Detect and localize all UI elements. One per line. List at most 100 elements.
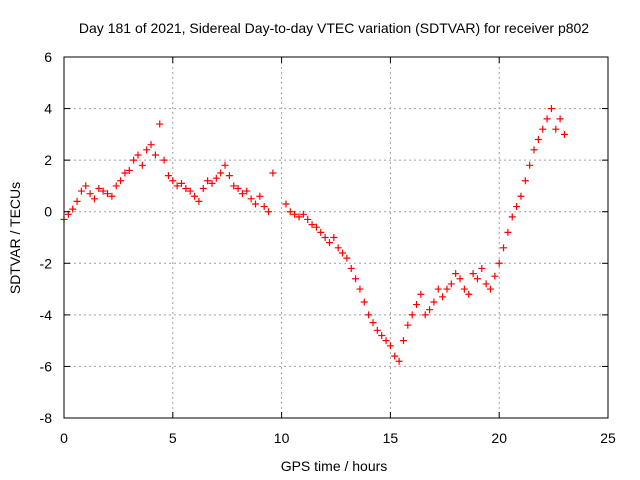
data-points	[60, 105, 568, 365]
data-point	[360, 298, 368, 306]
data-point	[247, 195, 255, 203]
data-point	[517, 192, 525, 200]
y-tick-label: -4	[40, 307, 53, 323]
data-point	[125, 166, 133, 174]
data-point	[439, 293, 447, 301]
data-point	[169, 177, 177, 185]
data-point	[456, 275, 464, 283]
x-tick-label: 0	[60, 430, 68, 446]
data-point	[195, 197, 203, 205]
data-point	[321, 234, 329, 241]
y-tick-label: 4	[44, 101, 52, 117]
data-point	[251, 200, 259, 208]
data-point	[534, 136, 542, 144]
data-point	[282, 200, 290, 208]
data-point	[373, 326, 381, 334]
y-tick-labels: -8 -6 -4 -2 0 2 4 6	[40, 49, 53, 426]
data-point	[221, 161, 229, 169]
data-point	[460, 285, 468, 293]
data-point	[378, 331, 386, 339]
data-point	[151, 151, 159, 159]
data-point	[69, 205, 77, 213]
data-point	[304, 215, 312, 223]
y-tick-label: -6	[40, 358, 53, 374]
data-point	[256, 192, 264, 200]
data-point	[508, 213, 516, 221]
data-point	[399, 337, 407, 345]
data-point	[369, 319, 377, 327]
data-point	[513, 203, 521, 211]
data-point	[552, 125, 560, 133]
data-point	[160, 156, 168, 164]
data-point	[417, 290, 425, 298]
x-tick-labels: 0 5 10 15 20 25	[60, 430, 616, 446]
data-point	[291, 210, 299, 218]
data-point	[143, 146, 151, 154]
data-point	[82, 182, 90, 190]
data-point	[243, 187, 251, 195]
data-point	[199, 185, 207, 193]
data-point	[560, 130, 568, 138]
data-point	[186, 187, 194, 195]
y-tick-label: -2	[40, 255, 53, 271]
data-point	[347, 264, 355, 272]
data-point	[173, 182, 181, 190]
data-point	[121, 169, 129, 177]
data-point	[543, 115, 551, 123]
data-point	[365, 311, 373, 319]
data-point	[325, 239, 333, 247]
y-tick-label: 2	[44, 152, 52, 168]
data-point	[217, 169, 225, 177]
data-point	[391, 352, 399, 360]
data-point	[339, 249, 347, 257]
data-point	[343, 254, 351, 262]
x-tick-label: 10	[274, 430, 290, 446]
data-point	[99, 187, 107, 195]
data-point	[413, 301, 421, 309]
data-point	[547, 105, 555, 113]
data-point	[178, 179, 186, 187]
data-point	[530, 146, 538, 154]
data-point	[539, 125, 547, 133]
data-point	[191, 192, 199, 200]
data-point	[500, 244, 508, 252]
data-point	[408, 311, 416, 319]
data-point	[491, 272, 499, 280]
data-point	[404, 321, 412, 329]
data-point	[443, 285, 451, 293]
data-point	[230, 182, 238, 190]
data-point	[312, 223, 320, 231]
data-point	[238, 190, 246, 198]
data-point	[260, 203, 268, 211]
data-point	[465, 290, 473, 298]
data-point	[117, 177, 125, 185]
data-point	[486, 285, 494, 293]
axis-ticks	[63, 56, 609, 419]
y-tick-label: -8	[40, 410, 53, 426]
data-point	[130, 156, 138, 164]
x-tick-label: 20	[491, 430, 507, 446]
data-point	[134, 151, 142, 159]
data-point	[473, 275, 481, 283]
data-point	[308, 221, 316, 229]
data-point	[86, 190, 94, 198]
data-point	[334, 244, 342, 252]
data-point	[556, 115, 564, 123]
data-point	[504, 228, 512, 236]
data-point	[395, 357, 403, 365]
data-point	[104, 190, 112, 198]
y-tick-label: 6	[44, 49, 52, 65]
data-point	[434, 285, 442, 293]
data-point	[426, 306, 434, 314]
x-axis-label: GPS time / hours	[281, 458, 388, 474]
data-point	[352, 275, 360, 283]
data-point	[147, 141, 155, 149]
data-point	[478, 264, 486, 272]
data-point	[469, 270, 477, 278]
data-point	[295, 213, 303, 221]
data-point	[286, 208, 294, 216]
x-tick-label: 5	[169, 430, 177, 446]
x-tick-label: 25	[600, 430, 616, 446]
data-point	[204, 177, 212, 185]
data-point	[234, 185, 242, 193]
